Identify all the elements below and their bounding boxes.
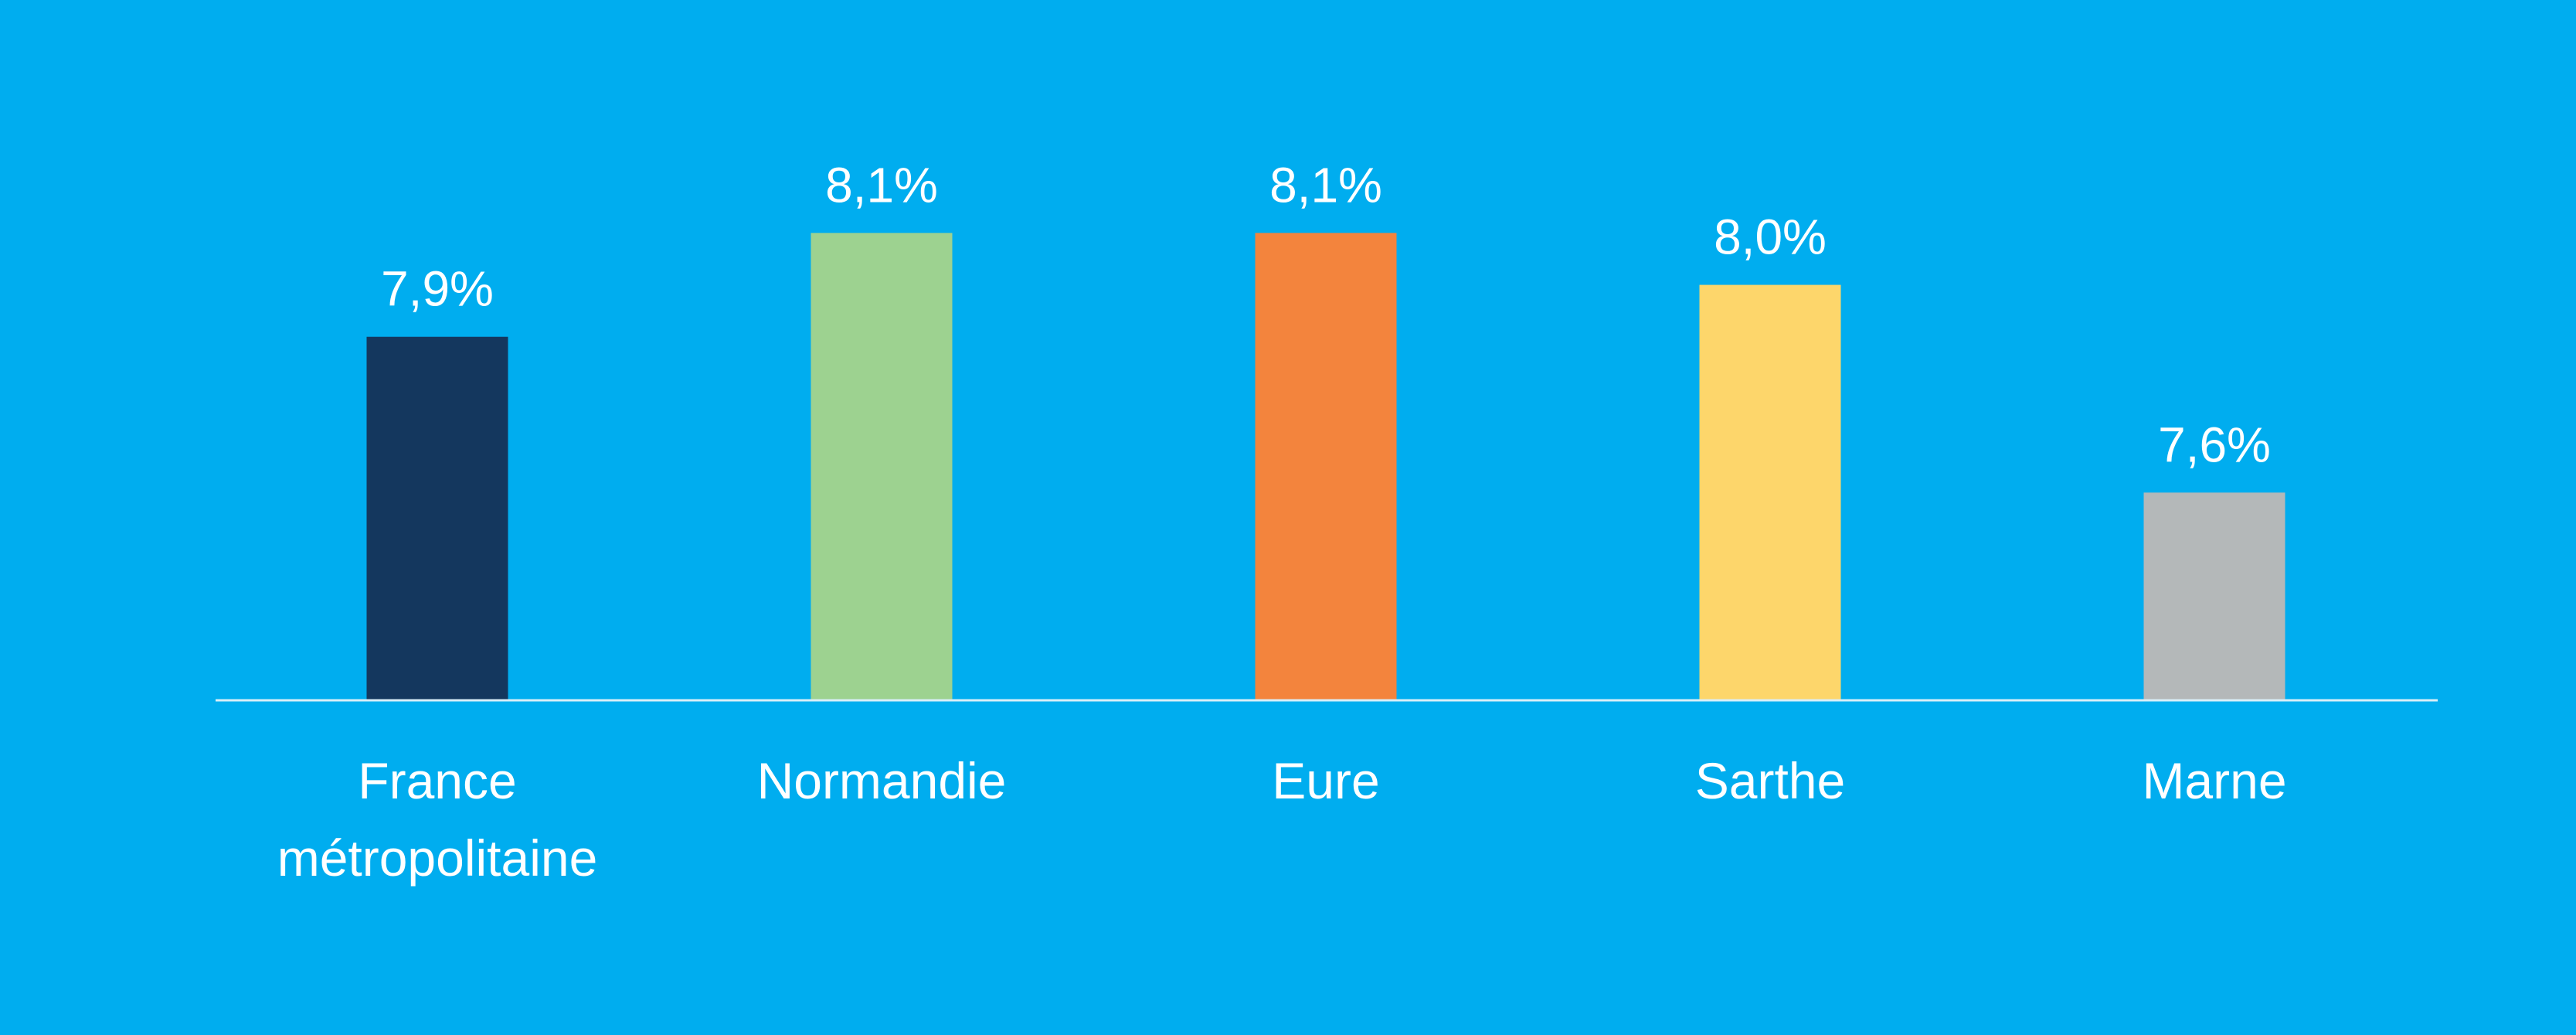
bar [811,233,953,700]
value-label: 7,6% [2158,417,2271,472]
value-label: 8,0% [1714,209,1827,265]
value-label: 8,1% [825,157,938,213]
x-tick-label: Sarthe [1694,752,1846,809]
value-label: 7,9% [381,261,494,317]
value-label: 8,1% [1269,157,1382,213]
bar [1255,233,1397,700]
x-tick-label: Eure [1272,752,1380,809]
bar [366,336,508,700]
x-tick-label: Normandie [756,752,1007,809]
bar [1699,284,1841,701]
bar [2143,492,2285,700]
x-tick-label: Marne [2142,752,2287,809]
x-tick-label: France métropolitaine [277,752,598,887]
